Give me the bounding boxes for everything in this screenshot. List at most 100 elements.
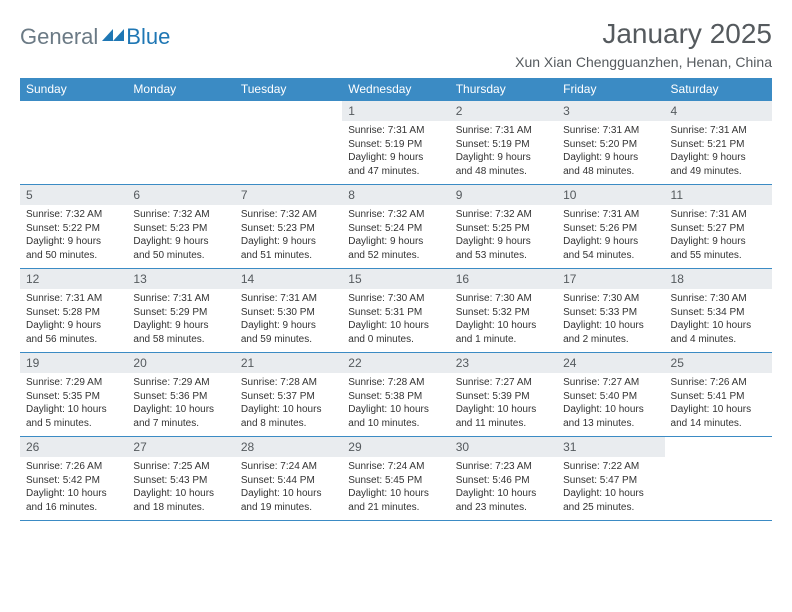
weekday-header: Friday — [557, 78, 664, 101]
calendar-cell: 4Sunrise: 7:31 AMSunset: 5:21 PMDaylight… — [665, 101, 772, 185]
calendar-cell: 29Sunrise: 7:24 AMSunset: 5:45 PMDayligh… — [342, 437, 449, 521]
calendar-table: SundayMondayTuesdayWednesdayThursdayFrid… — [20, 78, 772, 520]
daylight-line-2: and 50 minutes. — [26, 249, 121, 263]
calendar-cell: 10Sunrise: 7:31 AMSunset: 5:26 PMDayligh… — [557, 185, 664, 269]
sunrise-line: Sunrise: 7:32 AM — [133, 208, 228, 222]
day-number: 17 — [557, 269, 664, 289]
day-details: Sunrise: 7:32 AMSunset: 5:22 PMDaylight:… — [20, 205, 127, 268]
daylight-line-2: and 25 minutes. — [563, 501, 658, 515]
weekday-header: Sunday — [20, 78, 127, 101]
daylight-line-1: Daylight: 9 hours — [563, 151, 658, 165]
sunset-line: Sunset: 5:19 PM — [348, 138, 443, 152]
calendar-cell — [665, 437, 772, 521]
empty-day — [20, 101, 127, 121]
calendar-cell: 6Sunrise: 7:32 AMSunset: 5:23 PMDaylight… — [127, 185, 234, 269]
day-number: 23 — [450, 353, 557, 373]
daylight-line-2: and 19 minutes. — [241, 501, 336, 515]
sunset-line: Sunset: 5:36 PM — [133, 390, 228, 404]
sunset-line: Sunset: 5:35 PM — [26, 390, 121, 404]
daylight-line-2: and 8 minutes. — [241, 417, 336, 431]
day-number: 8 — [342, 185, 449, 205]
sunset-line: Sunset: 5:37 PM — [241, 390, 336, 404]
daylight-line-2: and 18 minutes. — [133, 501, 228, 515]
sunset-line: Sunset: 5:33 PM — [563, 306, 658, 320]
day-number: 6 — [127, 185, 234, 205]
sunrise-line: Sunrise: 7:28 AM — [241, 376, 336, 390]
logo-mark-icon — [102, 26, 124, 49]
sunrise-line: Sunrise: 7:32 AM — [456, 208, 551, 222]
empty-day — [235, 101, 342, 121]
bottom-rule — [20, 520, 772, 521]
day-number: 5 — [20, 185, 127, 205]
day-number: 28 — [235, 437, 342, 457]
day-details: Sunrise: 7:31 AMSunset: 5:19 PMDaylight:… — [342, 121, 449, 184]
sunrise-line: Sunrise: 7:23 AM — [456, 460, 551, 474]
sunset-line: Sunset: 5:42 PM — [26, 474, 121, 488]
weekday-header: Saturday — [665, 78, 772, 101]
daylight-line-2: and 21 minutes. — [348, 501, 443, 515]
calendar-cell: 15Sunrise: 7:30 AMSunset: 5:31 PMDayligh… — [342, 269, 449, 353]
day-number: 14 — [235, 269, 342, 289]
calendar-cell: 13Sunrise: 7:31 AMSunset: 5:29 PMDayligh… — [127, 269, 234, 353]
empty-day — [127, 101, 234, 121]
calendar-week-row: 1Sunrise: 7:31 AMSunset: 5:19 PMDaylight… — [20, 101, 772, 185]
calendar-page: General Blue January 2025 Xun Xian Cheng… — [0, 0, 792, 531]
daylight-line-1: Daylight: 10 hours — [348, 319, 443, 333]
sunset-line: Sunset: 5:46 PM — [456, 474, 551, 488]
calendar-cell: 23Sunrise: 7:27 AMSunset: 5:39 PMDayligh… — [450, 353, 557, 437]
day-number: 18 — [665, 269, 772, 289]
daylight-line-2: and 49 minutes. — [671, 165, 766, 179]
sunrise-line: Sunrise: 7:30 AM — [671, 292, 766, 306]
day-number: 3 — [557, 101, 664, 121]
sunrise-line: Sunrise: 7:26 AM — [671, 376, 766, 390]
day-number: 29 — [342, 437, 449, 457]
sunrise-line: Sunrise: 7:27 AM — [563, 376, 658, 390]
sunset-line: Sunset: 5:38 PM — [348, 390, 443, 404]
sunrise-line: Sunrise: 7:31 AM — [671, 208, 766, 222]
day-details: Sunrise: 7:28 AMSunset: 5:38 PMDaylight:… — [342, 373, 449, 436]
day-number: 21 — [235, 353, 342, 373]
sunset-line: Sunset: 5:26 PM — [563, 222, 658, 236]
day-number: 25 — [665, 353, 772, 373]
empty-day — [665, 437, 772, 457]
daylight-line-2: and 0 minutes. — [348, 333, 443, 347]
daylight-line-2: and 48 minutes. — [456, 165, 551, 179]
sunrise-line: Sunrise: 7:32 AM — [241, 208, 336, 222]
daylight-line-2: and 47 minutes. — [348, 165, 443, 179]
sunrise-line: Sunrise: 7:26 AM — [26, 460, 121, 474]
sunrise-line: Sunrise: 7:32 AM — [26, 208, 121, 222]
calendar-header-row: SundayMondayTuesdayWednesdayThursdayFrid… — [20, 78, 772, 101]
calendar-week-row: 26Sunrise: 7:26 AMSunset: 5:42 PMDayligh… — [20, 437, 772, 521]
daylight-line-2: and 13 minutes. — [563, 417, 658, 431]
day-number: 11 — [665, 185, 772, 205]
daylight-line-2: and 56 minutes. — [26, 333, 121, 347]
calendar-cell: 7Sunrise: 7:32 AMSunset: 5:23 PMDaylight… — [235, 185, 342, 269]
daylight-line-1: Daylight: 10 hours — [456, 487, 551, 501]
sunset-line: Sunset: 5:45 PM — [348, 474, 443, 488]
sunset-line: Sunset: 5:19 PM — [456, 138, 551, 152]
daylight-line-1: Daylight: 10 hours — [348, 487, 443, 501]
daylight-line-1: Daylight: 9 hours — [671, 235, 766, 249]
sunrise-line: Sunrise: 7:31 AM — [348, 124, 443, 138]
day-details: Sunrise: 7:26 AMSunset: 5:41 PMDaylight:… — [665, 373, 772, 436]
weekday-header: Tuesday — [235, 78, 342, 101]
sunrise-line: Sunrise: 7:25 AM — [133, 460, 228, 474]
brand-logo: General Blue — [20, 18, 170, 50]
calendar-cell: 21Sunrise: 7:28 AMSunset: 5:37 PMDayligh… — [235, 353, 342, 437]
daylight-line-1: Daylight: 10 hours — [671, 403, 766, 417]
calendar-cell: 19Sunrise: 7:29 AMSunset: 5:35 PMDayligh… — [20, 353, 127, 437]
day-details: Sunrise: 7:31 AMSunset: 5:19 PMDaylight:… — [450, 121, 557, 184]
day-details: Sunrise: 7:31 AMSunset: 5:30 PMDaylight:… — [235, 289, 342, 352]
daylight-line-2: and 16 minutes. — [26, 501, 121, 515]
sunrise-line: Sunrise: 7:30 AM — [456, 292, 551, 306]
daylight-line-2: and 11 minutes. — [456, 417, 551, 431]
day-details: Sunrise: 7:30 AMSunset: 5:33 PMDaylight:… — [557, 289, 664, 352]
day-details: Sunrise: 7:25 AMSunset: 5:43 PMDaylight:… — [127, 457, 234, 520]
daylight-line-2: and 2 minutes. — [563, 333, 658, 347]
calendar-cell: 31Sunrise: 7:22 AMSunset: 5:47 PMDayligh… — [557, 437, 664, 521]
calendar-cell — [20, 101, 127, 185]
sunrise-line: Sunrise: 7:31 AM — [241, 292, 336, 306]
day-number: 24 — [557, 353, 664, 373]
daylight-line-1: Daylight: 10 hours — [563, 487, 658, 501]
day-number: 27 — [127, 437, 234, 457]
